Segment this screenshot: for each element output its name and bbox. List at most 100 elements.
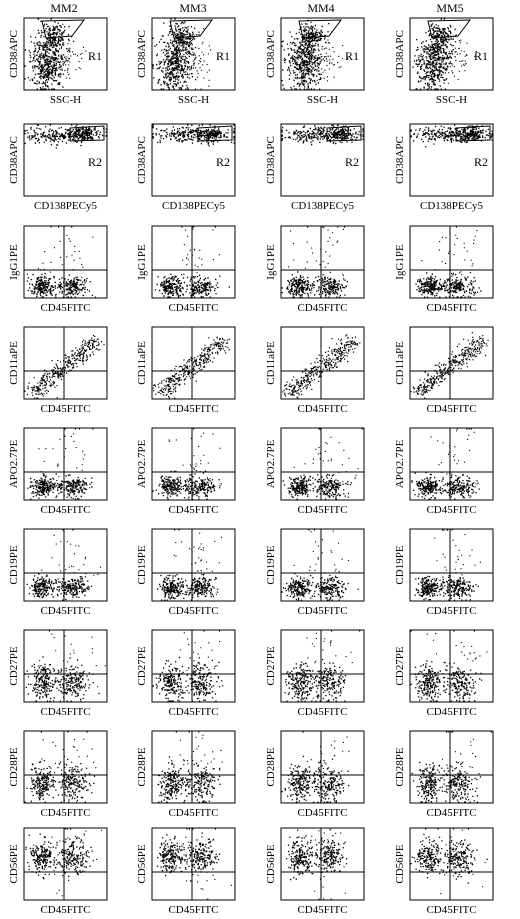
y-axis-label: CD27PE [136, 646, 148, 685]
panel-row6-mm5: CD45FITC CD19PE [394, 528, 494, 617]
panel-row4-mm3: CD45FITC CD11aPE [136, 326, 236, 415]
gate-polygon [427, 19, 472, 39]
panel-row2-mm3: R2 CD138PECy5 CD38APC [136, 123, 236, 212]
x-axis-label: CD45FITC [168, 302, 218, 314]
y-axis-label: IgG1PE [394, 244, 406, 280]
plot-frame [280, 629, 365, 703]
x-axis-label: CD138PECy5 [162, 200, 225, 212]
x-axis-label: CD45FITC [297, 302, 347, 314]
x-axis-label: CD45FITC [168, 706, 218, 718]
panel-row8-mm5: CD45FITC CD28PE [394, 730, 494, 819]
y-axis-label: APO2.7PE [265, 439, 277, 488]
x-axis-label: CD45FITC [40, 403, 90, 415]
column-header-mm5: MM5 [436, 1, 463, 15]
x-axis-label: CD138PECy5 [420, 200, 483, 212]
y-axis-label: CD38APC [394, 136, 406, 184]
y-axis-label: APO2.7PE [394, 439, 406, 488]
panel-row1-mm2: R1 SSC-H CD38APC [8, 17, 108, 106]
x-axis-label: CD45FITC [168, 807, 218, 819]
x-axis-label: CD45FITC [40, 807, 90, 819]
y-axis-label: CD56PE [265, 844, 277, 883]
x-axis-label: CD45FITC [297, 504, 347, 516]
plot-frame [151, 427, 236, 501]
panel-row5-mm4: CD45FITC APO2.7PE [265, 427, 365, 516]
x-axis-label: CD45FITC [297, 706, 347, 718]
x-axis-label: CD45FITC [297, 403, 347, 415]
panel-row8-mm2: CD45FITC CD28PE [8, 730, 108, 819]
gate-polygon [298, 19, 343, 39]
y-axis-label: IgG1PE [265, 244, 277, 280]
column-header-mm3: MM3 [179, 1, 206, 15]
x-axis-label: CD45FITC [40, 706, 90, 718]
panel-row3-mm3: CD45FITC IgG1PE [136, 225, 236, 314]
y-axis-label: CD27PE [394, 646, 406, 685]
plot-frame [23, 225, 108, 299]
x-axis-label: CD45FITC [168, 605, 218, 617]
panel-row6-mm3: CD45FITC CD19PE [136, 528, 236, 617]
y-axis-label: CD19PE [136, 545, 148, 584]
x-axis-label: CD45FITC [297, 807, 347, 819]
gate-polygon [197, 125, 233, 142]
x-axis-label: CD45FITC [297, 605, 347, 617]
gate-label: R2 [345, 155, 359, 169]
gate-polygon [326, 125, 362, 142]
plot-frame [23, 827, 108, 901]
gate-label: R2 [474, 155, 488, 169]
x-axis-label: CD45FITC [426, 403, 476, 415]
x-axis-label: CD45FITC [426, 706, 476, 718]
plot-frame [280, 827, 365, 901]
y-axis-label: CD38APC [8, 30, 20, 78]
y-axis-label: CD28PE [8, 747, 20, 786]
panel-row7-mm4: CD45FITC CD27PE [265, 629, 365, 718]
x-axis-label: CD45FITC [40, 605, 90, 617]
panel-row3-mm4: CD45FITC IgG1PE [265, 225, 365, 314]
y-axis-label: CD11aPE [265, 341, 277, 385]
panel-row5-mm3: CD45FITC APO2.7PE [136, 427, 236, 516]
y-axis-label: CD38APC [394, 30, 406, 78]
y-axis-label: CD38APC [265, 30, 277, 78]
x-axis-label: CD45FITC [426, 807, 476, 819]
panel-row7-mm2: CD45FITC CD27PE [8, 629, 108, 718]
plot-frame [23, 629, 108, 703]
panel-row9-mm2: CD45FITC CD56PE [8, 827, 108, 916]
x-axis-label: CD45FITC [168, 504, 218, 516]
y-axis-label: CD56PE [136, 844, 148, 883]
panel-row7-mm5: CD45FITC CD27PE [394, 629, 494, 718]
gate-label: R1 [88, 49, 102, 63]
panel-row2-mm5: R2 CD138PECy5 CD38APC [394, 123, 494, 212]
panel-row2-mm4: R2 CD138PECy5 CD38APC [265, 123, 365, 212]
gate-label: R1 [345, 49, 359, 63]
gate-label: R2 [216, 155, 230, 169]
panel-row1-mm5: R1 SSC-H CD38APC [394, 17, 494, 106]
column-header-mm2: MM2 [50, 1, 77, 15]
panel-row9-mm4: CD45FITC CD56PE [265, 827, 365, 916]
y-axis-label: CD19PE [8, 545, 20, 584]
y-axis-label: CD19PE [265, 545, 277, 584]
panel-row7-mm3: CD45FITC CD27PE [136, 629, 236, 718]
x-axis-label: SSC-H [50, 94, 81, 106]
panel-row9-mm5: CD45FITC CD56PE [394, 827, 494, 916]
gate-polygon [455, 125, 491, 142]
y-axis-label: CD28PE [394, 747, 406, 786]
panel-row2-mm2: R2 CD138PECy5 CD38APC [8, 123, 108, 212]
y-axis-label: CD38APC [8, 136, 20, 184]
x-axis-label: SSC-H [307, 94, 338, 106]
panel-row3-mm5: CD45FITC IgG1PE [394, 225, 494, 314]
panel-row5-mm5: CD45FITC APO2.7PE [394, 427, 494, 516]
x-axis-label: CD45FITC [40, 904, 90, 916]
panel-row5-mm2: CD45FITC APO2.7PE [8, 427, 108, 516]
gate-label: R1 [474, 49, 488, 63]
y-axis-label: CD11aPE [394, 341, 406, 385]
plot-frame [409, 17, 494, 91]
plot-frame [151, 730, 236, 804]
plot-frame [280, 730, 365, 804]
y-axis-label: CD19PE [394, 545, 406, 584]
y-axis-label: CD56PE [8, 844, 20, 883]
y-axis-label: APO2.7PE [8, 439, 20, 488]
gate-polygon [69, 125, 105, 142]
panel-row1-mm3: R1 SSC-H CD38APC [136, 17, 236, 106]
panel-row3-mm2: CD45FITC IgG1PE [8, 225, 108, 314]
x-axis-label: CD45FITC [426, 302, 476, 314]
panel-row6-mm4: CD45FITC CD19PE [265, 528, 365, 617]
x-axis-label: CD138PECy5 [34, 200, 97, 212]
